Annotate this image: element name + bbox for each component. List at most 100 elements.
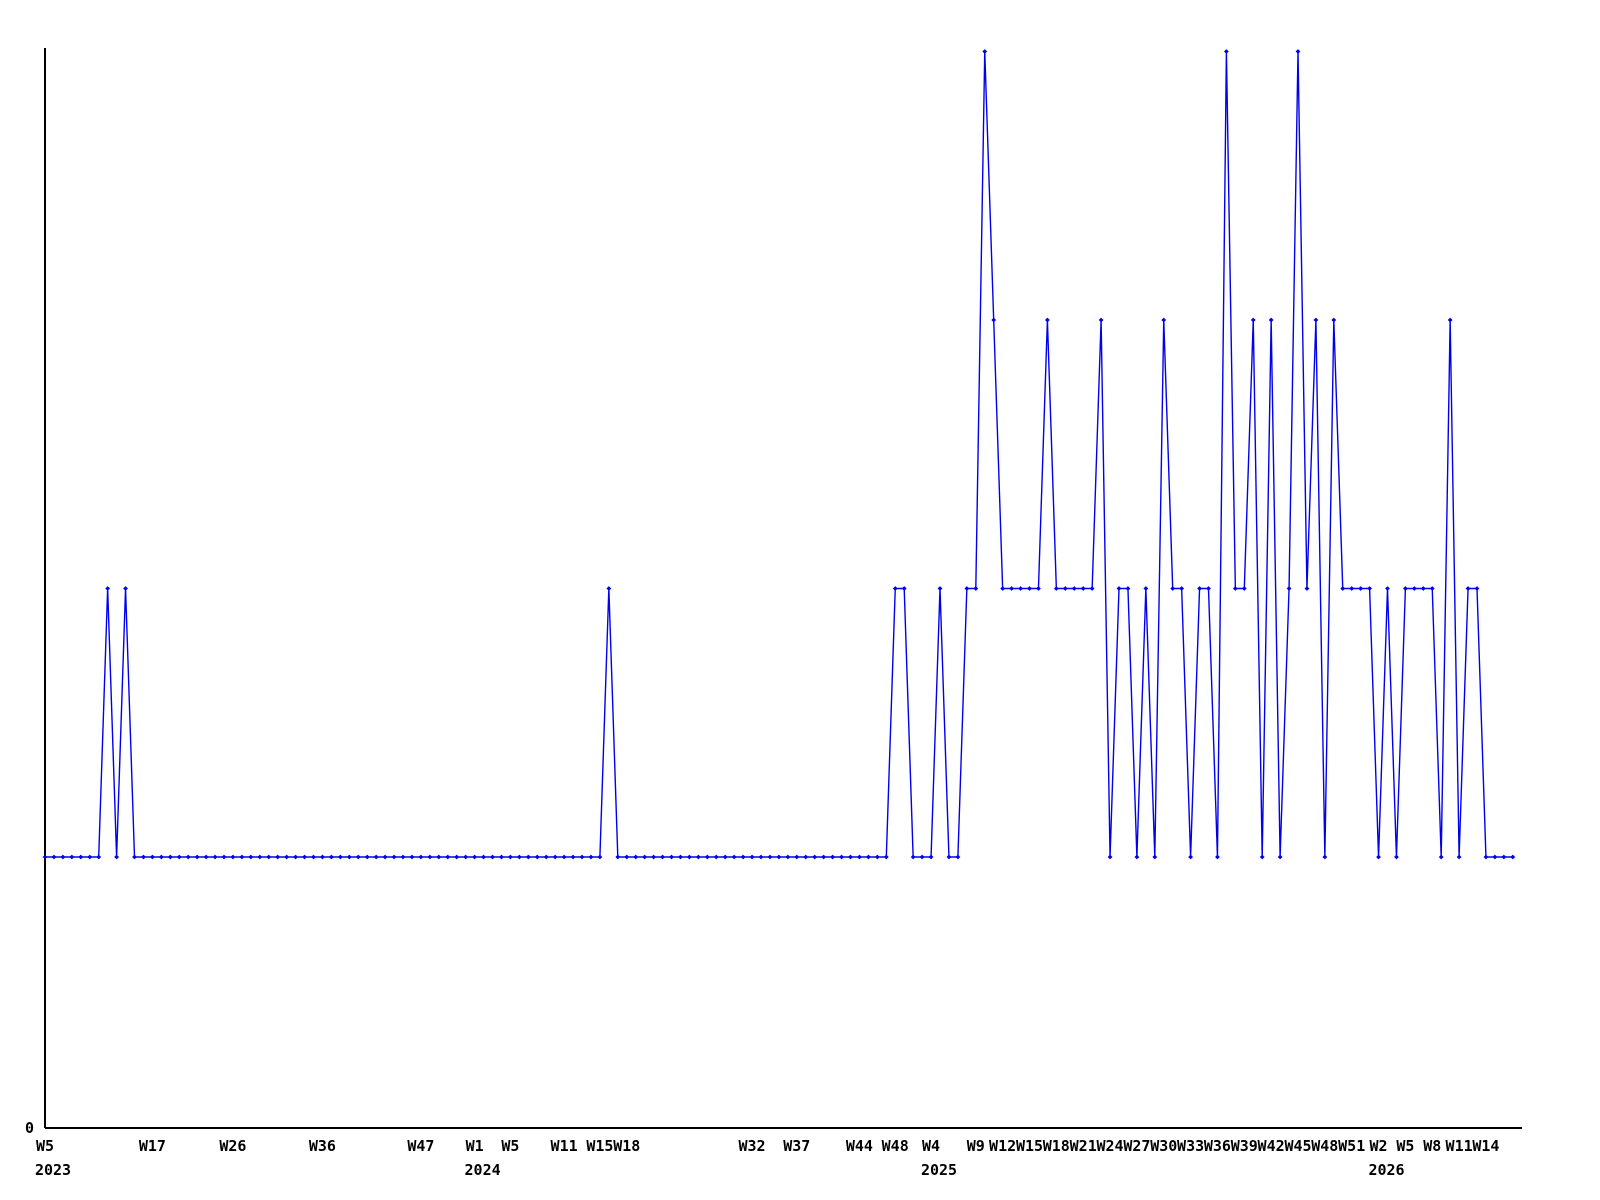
data-point-marker <box>1197 586 1202 591</box>
data-point-marker <box>1107 854 1113 860</box>
x-tick-label: W15 <box>586 1137 613 1155</box>
data-point-marker <box>767 854 773 860</box>
data-point-marker <box>302 854 307 860</box>
data-point-marker <box>1250 317 1256 323</box>
data-point-marker <box>96 854 102 860</box>
data-point-marker <box>1277 854 1283 860</box>
data-point-marker <box>1313 317 1319 323</box>
data-point-marker <box>740 854 746 860</box>
data-point-marker <box>418 854 424 860</box>
data-point-marker <box>749 854 755 860</box>
data-point-marker <box>794 854 800 860</box>
data-point-marker <box>141 854 146 860</box>
data-point-marker <box>499 854 504 860</box>
data-point-marker <box>176 854 182 860</box>
data-point-marker <box>1411 586 1417 591</box>
x-tick-label: W18 <box>613 1137 640 1155</box>
data-point-marker <box>1394 854 1399 860</box>
data-point-marker <box>1179 586 1185 591</box>
x-tick-label: W26 <box>219 1137 246 1155</box>
data-point-marker <box>1474 586 1480 591</box>
data-point-marker <box>42 854 48 860</box>
data-point-marker <box>651 854 656 860</box>
data-point-marker <box>1062 586 1068 591</box>
x-tick-label: W48 <box>882 1137 909 1155</box>
data-point-marker <box>1447 317 1453 323</box>
data-point-marker <box>1045 317 1050 323</box>
data-point-marker <box>678 854 683 860</box>
x-tick-label: W11 <box>551 1137 578 1155</box>
data-point-marker <box>123 586 128 591</box>
data-point-marker <box>346 854 352 860</box>
data-point-marker <box>982 49 988 54</box>
x-tick-label: W11 <box>1446 1137 1473 1155</box>
data-point-marker <box>516 854 522 860</box>
x-tick-label: W44 <box>846 1137 873 1155</box>
data-point-marker <box>561 854 567 860</box>
x-tick-label: W24 <box>1096 1137 1123 1155</box>
data-point-marker <box>1304 586 1310 591</box>
data-point-marker <box>1483 854 1489 860</box>
data-point-marker <box>857 854 862 860</box>
x-tick-label: W45 <box>1284 1137 1311 1155</box>
data-point-marker <box>704 854 710 860</box>
x-tick-label: W5 <box>36 1137 54 1155</box>
data-point-marker <box>1125 586 1131 591</box>
data-point-marker <box>937 586 943 591</box>
data-point-marker <box>1340 586 1346 591</box>
data-point-marker <box>60 854 66 860</box>
x-tick-label: W9 <box>967 1137 985 1155</box>
data-point-marker <box>78 854 84 860</box>
data-point-marker <box>311 854 316 860</box>
data-point-marker <box>1009 586 1014 591</box>
data-point-marker <box>1188 854 1193 860</box>
data-point-marker <box>687 854 692 860</box>
data-point-marker <box>373 854 379 860</box>
data-point-marker <box>158 854 164 860</box>
data-point-marker <box>579 854 585 860</box>
data-point-marker <box>874 854 880 860</box>
data-point-marker <box>570 854 576 860</box>
data-point-marker <box>1438 854 1444 860</box>
data-point-marker <box>776 854 782 860</box>
data-point-marker <box>1358 586 1364 591</box>
data-point-marker <box>382 854 388 860</box>
data-point-marker <box>409 854 415 860</box>
data-point-marker <box>1367 586 1372 591</box>
data-point-marker <box>329 854 334 860</box>
data-point-marker <box>167 854 173 860</box>
x-tick-label: W5 <box>1396 1137 1414 1155</box>
x-axis-year-label: 2026 <box>1368 1161 1404 1179</box>
data-point-marker <box>543 854 549 860</box>
data-point-marker <box>320 854 325 860</box>
data-point-marker <box>1492 854 1498 860</box>
x-axis-year-label: 2023 <box>35 1161 71 1179</box>
data-point-marker <box>892 586 898 591</box>
data-point-marker <box>481 854 486 860</box>
x-tick-label: W21 <box>1070 1137 1097 1155</box>
data-point-marker <box>525 854 531 860</box>
data-point-marker <box>275 854 281 860</box>
x-tick-label: W47 <box>407 1137 434 1155</box>
x-tick-label: W1 <box>466 1137 484 1155</box>
data-point-marker <box>955 854 961 860</box>
data-point-marker <box>114 854 119 860</box>
data-point-marker <box>597 854 603 860</box>
data-point-marker <box>1018 586 1023 591</box>
x-tick-label: W15 <box>1016 1137 1043 1155</box>
data-point-marker <box>1152 854 1158 860</box>
data-point-marker <box>901 586 907 591</box>
data-point-marker <box>615 854 621 860</box>
x-axis-tick-labels: W5 W17 W26 W36 W47 W1 W5 W11 W15 W18 W32 W37 W44 W48 W… <box>36 1137 1499 1155</box>
data-point-marker <box>660 854 665 860</box>
data-point-marker <box>1027 586 1032 591</box>
data-point-marker <box>1403 586 1408 591</box>
data-point-marker <box>964 586 970 591</box>
data-point-marker <box>1429 586 1435 591</box>
data-point-marker <box>355 854 361 860</box>
data-point-marker <box>230 854 236 860</box>
x-tick-label: W4 <box>922 1137 940 1155</box>
data-point-marker <box>695 854 701 860</box>
data-point-marker <box>1385 586 1390 591</box>
data-point-marker <box>910 854 916 860</box>
